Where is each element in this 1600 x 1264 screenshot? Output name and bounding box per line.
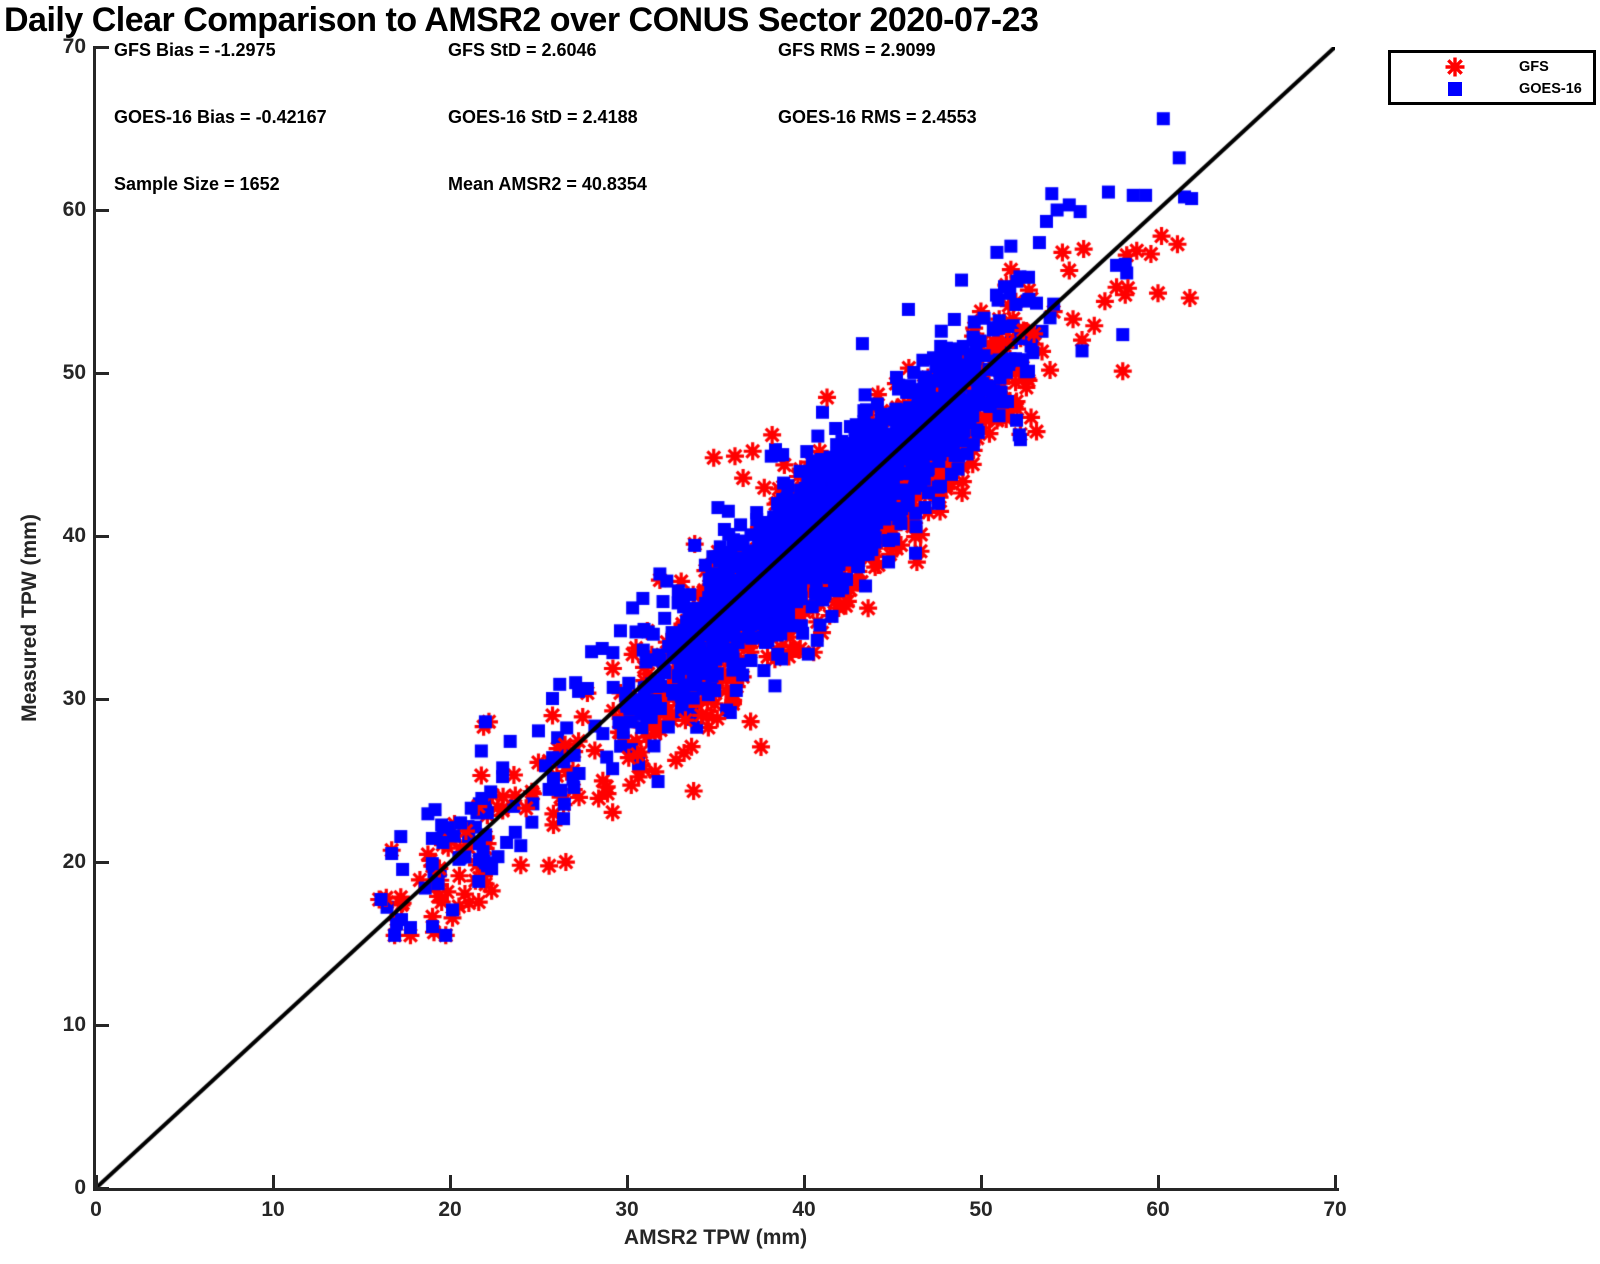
- x-tick-label: 20: [438, 1198, 462, 1221]
- x-tick-label: 40: [792, 1198, 816, 1221]
- y-tick-label: 40: [62, 524, 86, 547]
- x-axis-line: [93, 1188, 1339, 1191]
- y-tick-label: 0: [74, 1176, 86, 1199]
- y-tick-mark: [96, 45, 109, 49]
- plot-area: [96, 47, 1335, 1188]
- legend-row-gfs: GFS: [1391, 56, 1593, 78]
- scatter-canvas: [96, 47, 1335, 1188]
- y-tick-label: 50: [62, 361, 86, 384]
- y-tick-mark: [96, 208, 109, 212]
- y-tick-mark: [96, 534, 109, 538]
- x-axis-label: AMSR2 TPW (mm): [623, 1226, 808, 1249]
- x-tick-mark: [94, 1175, 98, 1188]
- legend-gfs-label: GFS: [1519, 58, 1549, 75]
- y-tick-mark: [96, 1023, 109, 1027]
- y-tick-label: 60: [62, 198, 86, 221]
- y-tick-label: 20: [62, 850, 86, 873]
- y-tick-label: 70: [62, 35, 86, 58]
- legend: GFS GOES-16: [1388, 50, 1596, 105]
- legend-row-goes16: GOES-16: [1391, 78, 1593, 100]
- goes16-square-marker-icon: [1391, 78, 1519, 100]
- x-tick-label: 50: [969, 1198, 993, 1221]
- y-axis-line: [93, 46, 96, 1191]
- x-tick-label: 30: [615, 1198, 639, 1221]
- x-tick-mark: [979, 1175, 983, 1188]
- y-tick-mark: [96, 860, 109, 864]
- y-tick-mark: [96, 1186, 109, 1190]
- y-tick-mark: [96, 697, 109, 701]
- x-tick-mark: [1333, 1175, 1337, 1188]
- x-tick-mark: [271, 1175, 275, 1188]
- x-tick-mark: [625, 1175, 629, 1188]
- x-tick-label: 60: [1146, 1198, 1170, 1221]
- y-tick-label: 10: [62, 1013, 86, 1036]
- y-tick-label: 30: [62, 687, 86, 710]
- x-tick-label: 10: [261, 1198, 285, 1221]
- chart-title: Daily Clear Comparison to AMSR2 over CON…: [4, 1, 1039, 39]
- x-tick-mark: [802, 1175, 806, 1188]
- x-tick-label: 70: [1323, 1198, 1347, 1221]
- y-tick-mark: [96, 371, 109, 375]
- x-tick-label: 0: [90, 1198, 102, 1221]
- y-axis-label: Measured TPW (mm): [18, 513, 41, 722]
- gfs-asterisk-marker-icon: [1391, 56, 1519, 78]
- legend-goes16-label: GOES-16: [1519, 80, 1582, 97]
- x-tick-mark: [1156, 1175, 1160, 1188]
- x-tick-mark: [448, 1175, 452, 1188]
